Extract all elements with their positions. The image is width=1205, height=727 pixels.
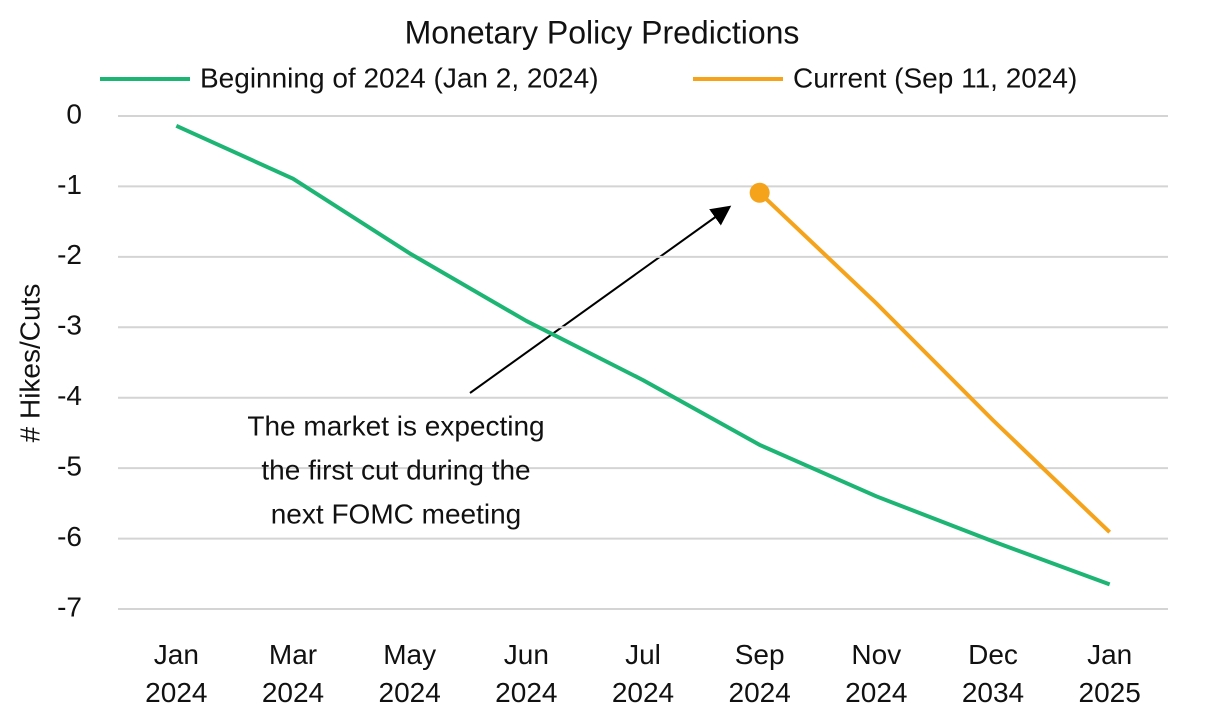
point-marker [749,182,770,203]
x-tick-label: Mar 2024 [261,639,325,708]
y-tick-label: -4 [57,380,82,411]
legend-label: Beginning of 2024 (Jan 2, 2024) [200,62,599,93]
y-tick-label: -3 [57,310,82,341]
annotation-arrow [469,205,732,394]
y-tick-label: -2 [57,239,82,270]
x-tick-label: Jan 2025 [1078,639,1141,708]
annotation-text: the first cut during the [261,454,530,485]
x-tick-label: Dec 2034 [961,639,1025,708]
y-tick-label: -1 [57,169,82,200]
x-tick-label: Jan 2024 [145,639,208,708]
x-tick-label: Sep 2024 [728,639,791,708]
y-tick-label: -5 [57,451,82,482]
x-tick-label: Jul 2024 [611,639,675,708]
y-tick-label: -7 [57,591,82,622]
series-line [175,124,1111,587]
x-tick-label: Nov 2024 [845,639,908,708]
chart-title: Monetary Policy Predictions [405,14,800,50]
y-tick-label: -6 [57,521,82,552]
series-line [758,191,1112,534]
x-tick-label: May 2024 [378,639,441,708]
legend-label: Current (Sep 11, 2024) [793,62,1077,93]
annotation-text: next FOMC meeting [271,498,522,529]
annotation-text: The market is expecting [247,410,544,441]
x-tick-label: Jun 2024 [495,639,558,708]
y-tick-label: 0 [66,98,82,129]
y-axis-title: # Hikes/Cuts [14,284,45,443]
